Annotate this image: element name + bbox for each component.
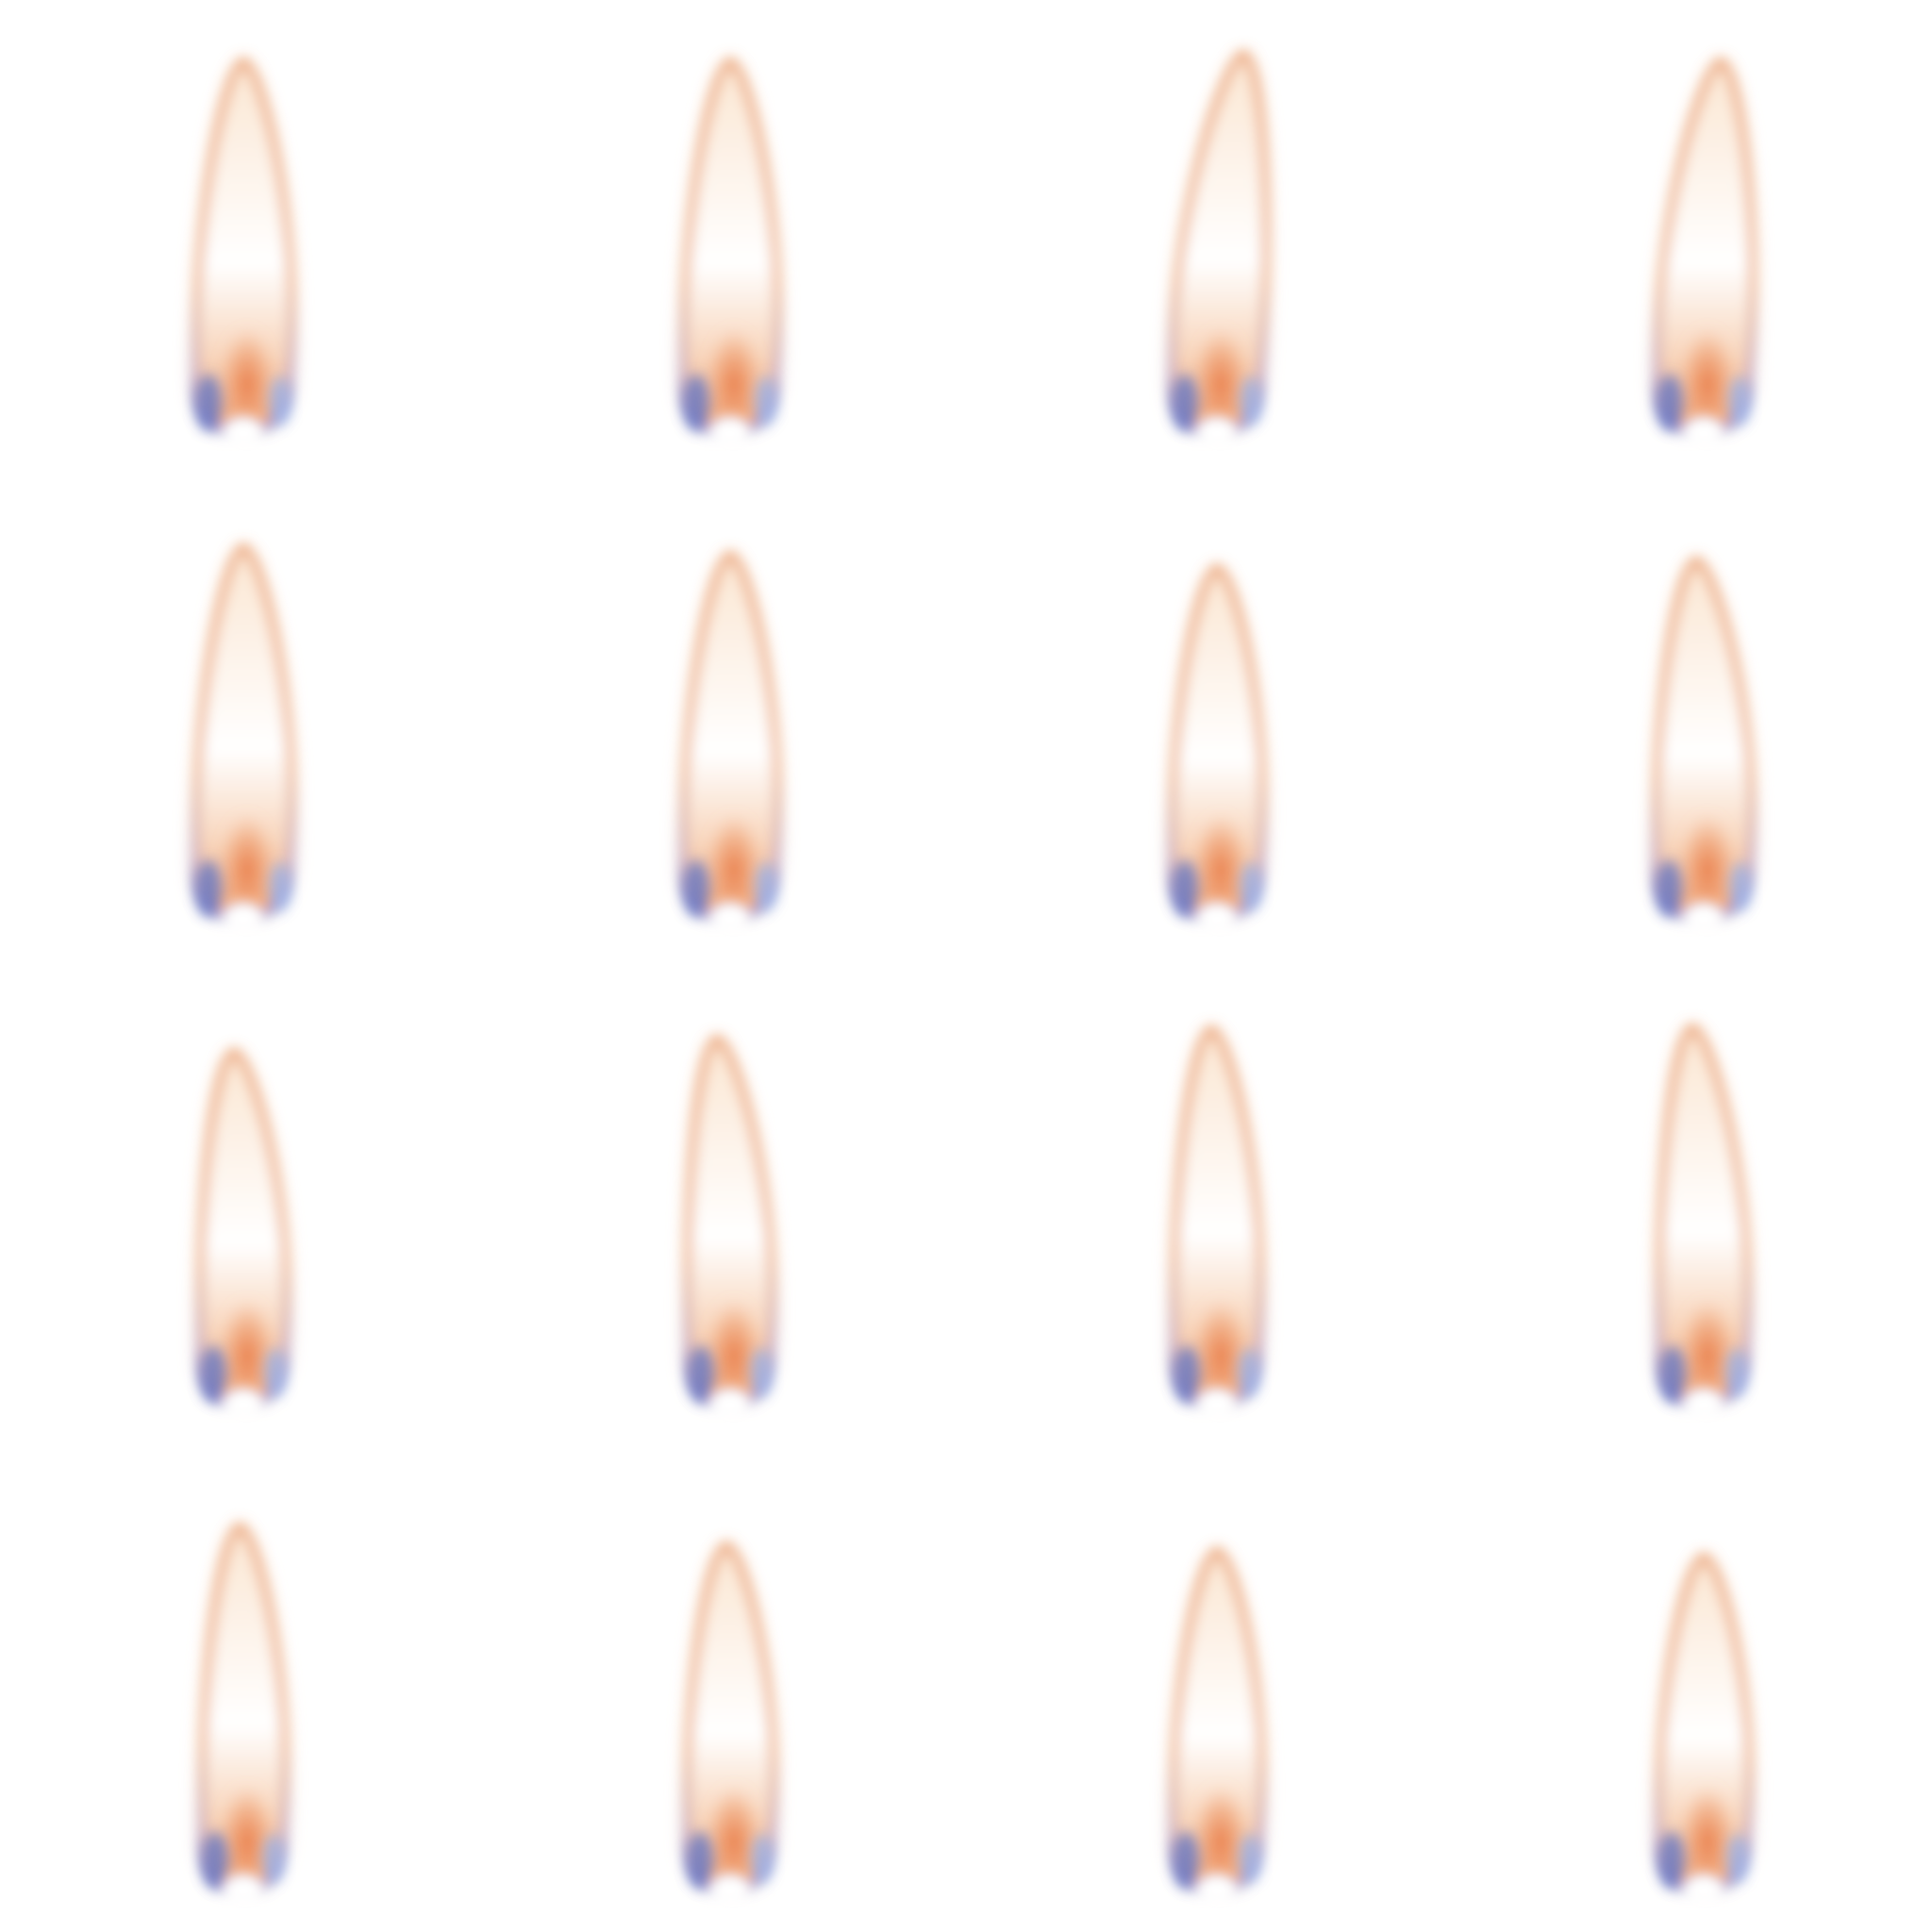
flame-base-blue-left <box>688 1346 714 1403</box>
flame-frame-12 <box>1656 1024 1752 1422</box>
flame-base-notch <box>223 1388 264 1422</box>
flame-base-blue-left <box>1658 1832 1685 1889</box>
flame-base-notch <box>1196 1874 1238 1907</box>
flame-base-notch <box>1683 1874 1724 1907</box>
flame-base-blue-left <box>1657 375 1683 431</box>
flame-frame-1 <box>192 58 295 450</box>
flame-hot-core <box>1679 1299 1736 1412</box>
flame-base-blue-left <box>200 1346 226 1403</box>
flame-frame-13 <box>198 1523 289 1907</box>
flame-base-blue-left <box>1173 1832 1199 1889</box>
flame-frame-4 <box>1653 58 1757 450</box>
flame-base-notch <box>223 416 264 450</box>
flame-frame-9 <box>196 1048 291 1422</box>
flame-base-blue-right <box>1239 1834 1261 1883</box>
flame-base-blue-right <box>1240 376 1262 425</box>
flame-base-blue-right <box>1729 862 1752 911</box>
flame-frame-10 <box>684 1035 776 1422</box>
flame-frame-2 <box>679 58 781 450</box>
flame-hot-core <box>219 813 275 926</box>
flame-hot-core <box>1192 1299 1249 1412</box>
flame-base-blue-left <box>1172 375 1198 431</box>
flame-base-blue-left <box>1172 860 1198 917</box>
flame-frame-8 <box>1652 557 1756 936</box>
flame-base-notch <box>709 1388 751 1422</box>
flame-base-blue-left <box>683 860 709 917</box>
flame-frame-5 <box>192 543 295 936</box>
flame-hot-core <box>1192 1785 1249 1898</box>
flame-hot-core <box>1679 327 1736 441</box>
flame-base-notch <box>709 1874 751 1907</box>
flame-base-blue-right <box>262 1834 285 1883</box>
flame-base-notch <box>223 1874 264 1907</box>
flame-base-notch <box>1683 1388 1724 1422</box>
flame-base-notch <box>709 416 751 450</box>
flame-hot-core <box>1679 1785 1736 1898</box>
flame-base-blue-left <box>1174 1346 1200 1403</box>
flame-hot-core <box>219 1785 275 1898</box>
flame-base-notch <box>1196 416 1238 450</box>
flame-hot-core <box>706 1785 762 1898</box>
flame-base-blue-right <box>1728 376 1751 425</box>
flame-base-blue-right <box>1725 1348 1748 1397</box>
flame-base-notch <box>1196 902 1238 936</box>
flame-base-notch <box>709 902 751 936</box>
flame-base-blue-left <box>1656 860 1682 917</box>
flame-base-blue-left <box>1659 1346 1686 1403</box>
flame-base-blue-left <box>195 860 222 917</box>
flame-hot-core <box>219 1299 275 1412</box>
flame-base-blue-left <box>687 1832 713 1889</box>
flame-base-blue-right <box>755 862 777 911</box>
flame-frame-11 <box>1170 1025 1264 1422</box>
flame-hot-core <box>219 327 275 441</box>
flame-base-blue-left <box>202 1832 228 1889</box>
flame-base-blue-right <box>751 1834 774 1883</box>
flame-base-blue-left <box>683 375 709 431</box>
flame-base-blue-right <box>269 376 291 425</box>
flame-base-blue-right <box>750 1348 773 1397</box>
flame-hot-core <box>706 1299 762 1412</box>
flame-frame-16 <box>1655 1553 1753 1907</box>
flame-base-blue-right <box>755 376 777 425</box>
flame-base-blue-right <box>1240 862 1262 911</box>
flame-hot-core <box>1192 327 1249 441</box>
flame-base-blue-right <box>264 1348 287 1397</box>
flame-frame-7 <box>1168 564 1266 936</box>
flame-base-notch <box>1196 1388 1238 1422</box>
flame-base-notch <box>223 902 264 936</box>
flame-frame-3 <box>1168 50 1270 450</box>
flame-hot-core <box>1679 813 1736 926</box>
flame-frame-14 <box>683 1541 777 1907</box>
flame-frame-6 <box>679 551 781 936</box>
flame-base-notch <box>1683 902 1724 936</box>
flame-frame-15 <box>1169 1547 1265 1907</box>
flame-base-blue-right <box>1726 1834 1749 1883</box>
flame-base-blue-right <box>1238 1348 1260 1397</box>
flame-base-blue-left <box>195 375 222 431</box>
flame-hot-core <box>706 813 762 926</box>
flame-hot-core <box>1192 813 1249 926</box>
flame-base-notch <box>1683 416 1724 450</box>
flame-hot-core <box>706 327 762 441</box>
flame-base-blue-right <box>269 862 291 911</box>
